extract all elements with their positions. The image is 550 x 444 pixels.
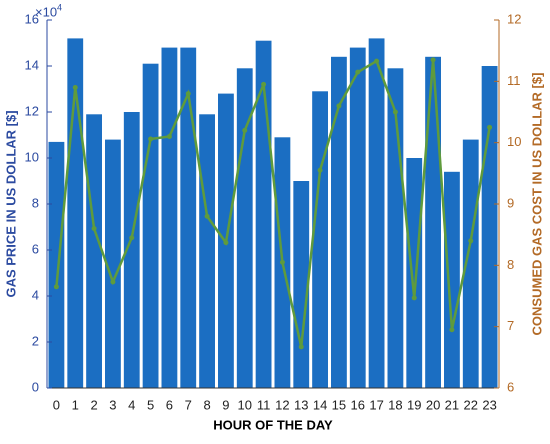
bar — [123, 112, 140, 388]
x-tick-label: 11 — [257, 397, 271, 412]
marker — [374, 58, 380, 64]
marker — [449, 327, 455, 333]
x-tick-label: 12 — [275, 397, 289, 412]
x-tick-label: 17 — [369, 397, 383, 412]
x-tick-label: 2 — [90, 397, 97, 412]
marker — [411, 295, 417, 301]
x-tick-label: 3 — [109, 397, 116, 412]
marker — [166, 134, 172, 140]
bar — [406, 158, 423, 388]
x-tick-label: 22 — [464, 397, 478, 412]
bar — [444, 171, 460, 388]
y-scale-base: ×10 — [35, 4, 57, 19]
y-scale-power: 4 — [57, 2, 62, 12]
marker — [261, 81, 267, 87]
x-tick-label: 18 — [388, 397, 402, 412]
x-tick-label: 14 — [313, 397, 327, 412]
bar — [105, 139, 121, 388]
bar — [48, 141, 65, 388]
x-tick-label: 8 — [203, 397, 210, 412]
marker — [392, 109, 398, 115]
bar — [331, 56, 347, 389]
marker — [298, 344, 304, 350]
y-tick-label: 4 — [32, 287, 39, 302]
y-tick-label: 10 — [25, 149, 39, 164]
marker — [129, 235, 135, 241]
x-tick-label: 20 — [426, 397, 440, 412]
line — [55, 59, 491, 348]
marker — [430, 57, 436, 63]
bar — [312, 91, 328, 389]
marker — [72, 84, 78, 90]
marker — [148, 136, 154, 142]
x-tick-label: 19 — [407, 397, 421, 412]
bar — [293, 181, 310, 388]
y-tick-label: 8 — [32, 195, 39, 210]
y2-tick-label: 9 — [507, 195, 514, 210]
marker — [317, 167, 323, 173]
marker — [185, 91, 191, 97]
marker — [223, 240, 229, 246]
bar — [86, 114, 102, 389]
y2-tick-label: 8 — [507, 257, 514, 272]
marker — [242, 127, 248, 133]
y2-tick-label: 12 — [507, 11, 521, 26]
bar — [161, 47, 178, 388]
x-tick-label: 13 — [294, 397, 308, 412]
y2-tick-label: 7 — [507, 318, 514, 333]
marker — [468, 238, 474, 244]
y-axis-label: GAS PRICE IN US DOLLAR [$] — [3, 110, 18, 297]
marker — [355, 69, 361, 75]
marker — [279, 259, 285, 265]
marker — [204, 213, 210, 219]
bar — [481, 66, 498, 388]
y-tick-label: 12 — [25, 103, 39, 118]
x-tick-label: 21 — [445, 397, 459, 412]
bar — [199, 114, 215, 389]
x-tick-label: 15 — [332, 397, 346, 412]
y2-axis-label: CONSUMED GAS COST IN US DOLLAR [$] — [529, 73, 544, 336]
marker — [487, 124, 493, 130]
x-tick-label: 9 — [222, 397, 229, 412]
x-tick-label: 7 — [185, 397, 192, 412]
marker — [91, 226, 97, 232]
marker — [336, 103, 342, 109]
y-tick-label: 2 — [32, 333, 39, 348]
x-tick-label: 23 — [482, 397, 496, 412]
x-tick-label: 6 — [166, 397, 173, 412]
bar — [349, 47, 366, 388]
bar — [462, 139, 479, 388]
y2-tick-label: 6 — [507, 379, 514, 394]
y2-tick-label: 11 — [507, 73, 521, 88]
bar — [180, 47, 197, 388]
x-tick-label: 1 — [72, 397, 79, 412]
y-tick-label: 16 — [25, 11, 39, 26]
x-tick-label: 10 — [238, 397, 252, 412]
x-tick-label: 4 — [128, 397, 135, 412]
bar — [425, 56, 441, 389]
marker — [53, 284, 59, 290]
x-tick-label: 16 — [351, 397, 365, 412]
y-tick-label: 14 — [25, 57, 39, 72]
x-tick-label: 0 — [53, 397, 60, 412]
y2-tick-label: 10 — [507, 134, 521, 149]
y-tick-label: 6 — [32, 241, 39, 256]
marker — [110, 279, 116, 285]
bar — [368, 38, 385, 389]
x-axis-label: HOUR OF THE DAY — [213, 417, 333, 432]
y-tick-label: 0 — [32, 379, 39, 394]
x-tick-label: 5 — [147, 397, 154, 412]
bar — [142, 63, 159, 388]
